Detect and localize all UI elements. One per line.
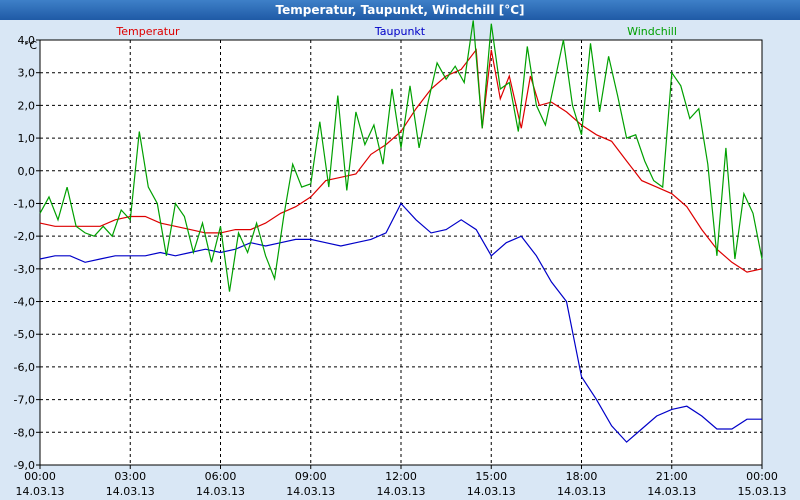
x-tick-label-date: 14.03.13	[286, 485, 335, 498]
legend-entry-taupunkt: Taupunkt	[374, 25, 426, 38]
y-tick-label: -6,0	[14, 361, 35, 374]
y-tick-label: 2,0	[18, 99, 36, 112]
y-tick-label: -8,0	[14, 426, 35, 439]
y-axis-label: °C	[24, 39, 38, 52]
line-chart: 4,0 3,0 2,0 1,0 0,0 -1,0 -2,0 -3,0 -4,0 -5,0 -6,0 -…	[14, 20, 787, 498]
x-tick-label-date: 14.03.13	[196, 485, 245, 498]
y-tick-label: 4,0	[18, 34, 36, 47]
x-tick-label-date: 15.03.13	[738, 485, 787, 498]
chart-frame: 4,0 3,0 2,0 1,0 0,0 -1,0 -2,0 -3,0 -4,0 -5,0 -6,0 -…	[0, 20, 800, 500]
y-tick-label: -5,0	[14, 328, 35, 341]
x-tick-label-date: 14.03.13	[377, 485, 426, 498]
series-line-taupunkt	[39, 202, 762, 443]
y-tick-label: -7,0	[14, 394, 35, 407]
x-tick-label-time: 09:00	[295, 470, 327, 483]
y-tick-label: -3,0	[14, 263, 35, 276]
series-line-windchill	[39, 20, 763, 292]
y-tick-label: -1,0	[14, 197, 35, 210]
x-tick-label-time: 18:00	[566, 470, 598, 483]
x-tick-label-date: 14.03.13	[557, 485, 606, 498]
x-tick-label-time: 03:00	[114, 470, 146, 483]
chart-title: Temperatur, Taupunkt, Windchill [°C]	[0, 0, 800, 20]
x-tick-label-time: 06:00	[205, 470, 237, 483]
x-tick-label-time: 21:00	[656, 470, 688, 483]
x-tick-label-time: 15:00	[475, 470, 507, 483]
y-tick-label: -2,0	[14, 230, 35, 243]
y-tick-label: 1,0	[18, 132, 36, 145]
x-tick-label-date: 14.03.13	[106, 485, 155, 498]
x-tick-label-time: 00:00	[746, 470, 778, 483]
x-tick-label-time: 12:00	[385, 470, 417, 483]
y-tick-label: 3,0	[18, 67, 36, 80]
series-line-temperatur	[39, 48, 763, 273]
x-tick-label-date: 14.03.13	[647, 485, 696, 498]
x-tick-label-date: 14.03.13	[467, 485, 516, 498]
x-tick-label-time: 00:00	[24, 470, 56, 483]
y-tick-label: -9,0	[14, 459, 35, 472]
legend-entry-windchill: Windchill	[627, 25, 677, 38]
x-tick-label-date: 14.03.13	[16, 485, 65, 498]
y-tick-label: -4,0	[14, 296, 35, 309]
y-tick-label: 0,0	[18, 165, 36, 178]
legend-entry-temperatur: Temperatur	[115, 25, 180, 38]
